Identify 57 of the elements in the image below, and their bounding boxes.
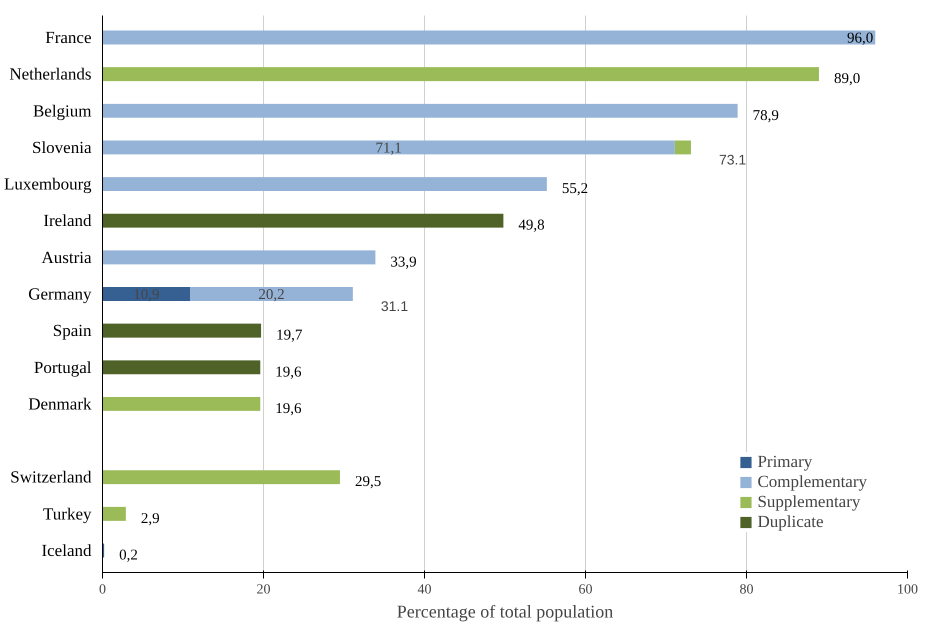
bar (102, 250, 376, 264)
y-tick-label: Portugal (34, 358, 92, 377)
y-tick-label: Austria (41, 248, 92, 267)
legend-label: Duplicate (757, 512, 824, 532)
x-tick-label: 60 (578, 582, 592, 598)
x-tick-label: 40 (418, 582, 432, 598)
bar (102, 140, 675, 154)
y-tick-label: Slovenia (32, 138, 92, 157)
x-tick-label: 20 (256, 582, 270, 598)
data-label: 19,7 (276, 328, 303, 344)
data-label: 2,9 (140, 510, 160, 527)
y-tick-label: Turkey (43, 504, 92, 524)
y-tick-label: Switzerland (10, 468, 92, 487)
data-label: 71,1 (376, 140, 402, 156)
bar (102, 30, 876, 44)
y-tick-label: Netherlands (9, 64, 92, 84)
bar (102, 396, 260, 411)
y-tick-label: Spain (52, 321, 92, 340)
data-label: 33,9 (390, 254, 417, 270)
data-label: 55,2 (562, 181, 588, 198)
data-label: 10,9 (133, 287, 160, 303)
bar (102, 214, 504, 228)
bar (102, 177, 547, 192)
x-axis-title: Percentage of total population (396, 602, 614, 622)
bar (102, 470, 340, 484)
data-label: 19,6 (275, 400, 302, 417)
bar (674, 140, 691, 154)
y-tick-label: France (45, 28, 92, 47)
legend-label: Primary (757, 452, 812, 472)
bar (102, 104, 738, 118)
data-label: 49,8 (518, 218, 545, 234)
bar (102, 506, 126, 521)
total-label: 31.1 (380, 298, 408, 314)
y-tick-label: Iceland (41, 541, 92, 560)
y-tick-label: Denmark (28, 394, 92, 414)
y-tick-label: Luxembourg (4, 174, 92, 194)
data-label: 29,5 (354, 474, 382, 490)
data-label: 20,2 (258, 287, 285, 303)
total-label: 73.1 (718, 151, 746, 168)
legend-label: Complementary (757, 472, 867, 492)
legend-label: Supplementary (757, 492, 860, 512)
x-tick-label: 100 (897, 582, 918, 598)
data-label: 19,6 (275, 364, 302, 380)
data-label: 89,0 (834, 71, 860, 88)
y-tick-label: Germany (28, 284, 92, 304)
x-tick-label: 80 (740, 582, 754, 598)
y-tick-label: Ireland (43, 211, 92, 230)
bar (102, 324, 262, 338)
y-tick-label: Belgium (32, 101, 92, 120)
bar (102, 67, 819, 82)
bar (102, 360, 260, 374)
data-label: 0,2 (119, 548, 138, 564)
data-label: 96,0 (847, 30, 874, 46)
bar (102, 287, 190, 301)
data-label: 78,9 (752, 108, 779, 124)
bar (190, 287, 353, 301)
x-tick-label: 0 (99, 582, 106, 598)
